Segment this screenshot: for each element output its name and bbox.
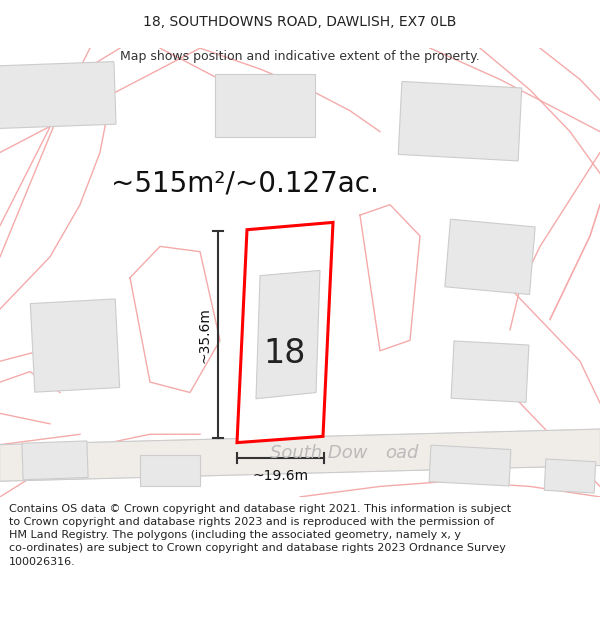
Polygon shape [429, 445, 511, 486]
Polygon shape [31, 299, 119, 392]
Text: Map shows position and indicative extent of the property.: Map shows position and indicative extent… [120, 50, 480, 62]
Polygon shape [451, 341, 529, 402]
Text: ~19.6m: ~19.6m [253, 469, 308, 482]
Text: oad: oad [385, 444, 418, 462]
Polygon shape [544, 459, 596, 493]
Polygon shape [445, 219, 535, 294]
Polygon shape [237, 222, 333, 442]
Polygon shape [256, 271, 320, 399]
Text: ~35.6m: ~35.6m [197, 307, 211, 362]
Polygon shape [215, 74, 315, 137]
Text: Contains OS data © Crown copyright and database right 2021. This information is : Contains OS data © Crown copyright and d… [9, 504, 511, 566]
Text: South Dow: South Dow [270, 444, 367, 462]
Polygon shape [140, 455, 200, 486]
Polygon shape [0, 429, 600, 481]
Text: 18, SOUTHDOWNS ROAD, DAWLISH, EX7 0LB: 18, SOUTHDOWNS ROAD, DAWLISH, EX7 0LB [143, 15, 457, 29]
Polygon shape [0, 62, 116, 129]
Text: 18: 18 [264, 337, 306, 370]
Text: ~515m²/~0.127ac.: ~515m²/~0.127ac. [111, 170, 379, 198]
Polygon shape [22, 441, 88, 480]
Polygon shape [398, 81, 522, 161]
